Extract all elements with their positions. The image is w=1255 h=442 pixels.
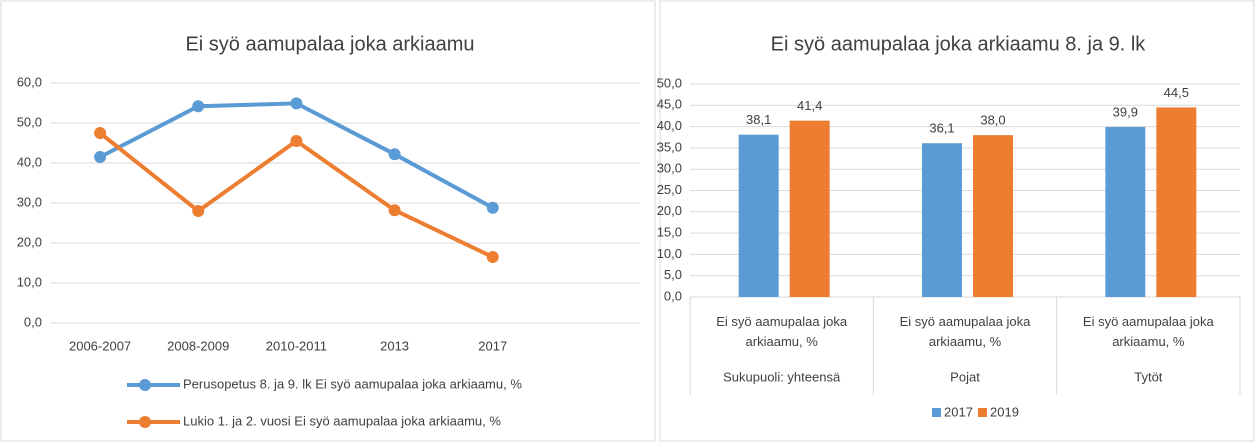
y-tick-label: 50,0 xyxy=(657,75,682,90)
y-tick-label: 20,0 xyxy=(17,234,42,249)
panel xyxy=(0,0,656,442)
x-tick-label: 2008-2009 xyxy=(167,338,229,353)
group-label: Pojat xyxy=(950,369,980,384)
bar xyxy=(789,120,830,297)
value-label: 38,0 xyxy=(980,113,1005,128)
x-tick-label: 2017 xyxy=(478,338,507,353)
y-tick-label: 40,0 xyxy=(657,118,682,133)
bar xyxy=(1105,127,1146,297)
legend-swatch xyxy=(932,408,941,417)
group-label: Sukupuoli: yhteensä xyxy=(723,369,841,384)
chart-title: Ei syö aamupalaa joka arkiaamu 8. ja 9. … xyxy=(771,33,1147,55)
y-tick-label: 10,0 xyxy=(657,246,682,261)
group-label: Tytöt xyxy=(1134,369,1163,384)
marker xyxy=(388,204,401,217)
y-tick-label: 5,0 xyxy=(664,267,682,282)
y-tick-label: 60,0 xyxy=(17,74,42,89)
y-tick-label: 20,0 xyxy=(657,203,682,218)
value-label: 36,1 xyxy=(929,121,954,136)
marker xyxy=(290,97,303,110)
x-tick-label: Ei syö aamupalaa joka arkiaamu, % xyxy=(716,314,848,349)
y-tick-label: 0,0 xyxy=(24,314,42,329)
marker xyxy=(388,148,401,161)
legend-marker xyxy=(139,379,151,391)
y-tick-label: 40,0 xyxy=(17,154,42,169)
y-tick-label: 10,0 xyxy=(17,274,42,289)
bar xyxy=(973,135,1013,297)
x-tick-label: Ei syö aamupalaa joka arkiaamu, % xyxy=(1082,314,1214,349)
value-label: 38,1 xyxy=(746,112,771,127)
legend-label: 2019 xyxy=(990,404,1019,419)
legend-label: Lukio 1. ja 2. vuosi Ei syö aamupalaa jo… xyxy=(183,413,501,428)
legend-marker xyxy=(139,416,151,428)
bar xyxy=(738,134,779,297)
marker xyxy=(486,251,499,263)
bar xyxy=(922,143,962,297)
bar xyxy=(1156,107,1197,298)
marker xyxy=(290,135,303,147)
marker xyxy=(94,127,107,139)
y-tick-label: 25,0 xyxy=(657,182,682,197)
marker xyxy=(486,201,499,214)
value-label: 41,4 xyxy=(797,98,822,113)
y-tick-label: 15,0 xyxy=(657,225,682,240)
value-label: 39,9 xyxy=(1113,104,1138,119)
marker xyxy=(192,100,205,113)
legend-swatch xyxy=(978,408,987,417)
x-tick-label: 2006-2007 xyxy=(69,338,131,353)
x-tick-label: 2013 xyxy=(380,338,409,353)
marker xyxy=(94,151,107,163)
y-tick-label: 30,0 xyxy=(657,161,682,176)
y-tick-label: 0,0 xyxy=(664,288,682,303)
legend-label: Perusopetus 8. ja 9. lk Ei syö aamupalaa… xyxy=(183,376,522,391)
y-tick-label: 45,0 xyxy=(657,97,682,112)
y-tick-label: 30,0 xyxy=(17,194,42,209)
chart-title: Ei syö aamupalaa joka arkiaamu xyxy=(185,33,474,55)
legend-label: 2017 xyxy=(944,404,973,419)
marker xyxy=(192,205,205,217)
x-tick-label: 2010-2011 xyxy=(266,338,327,353)
value-label: 44,5 xyxy=(1164,85,1189,100)
y-tick-label: 50,0 xyxy=(17,114,42,129)
x-tick-label: Ei syö aamupalaa joka arkiaamu, % xyxy=(899,314,1031,349)
y-tick-label: 35,0 xyxy=(657,139,682,154)
